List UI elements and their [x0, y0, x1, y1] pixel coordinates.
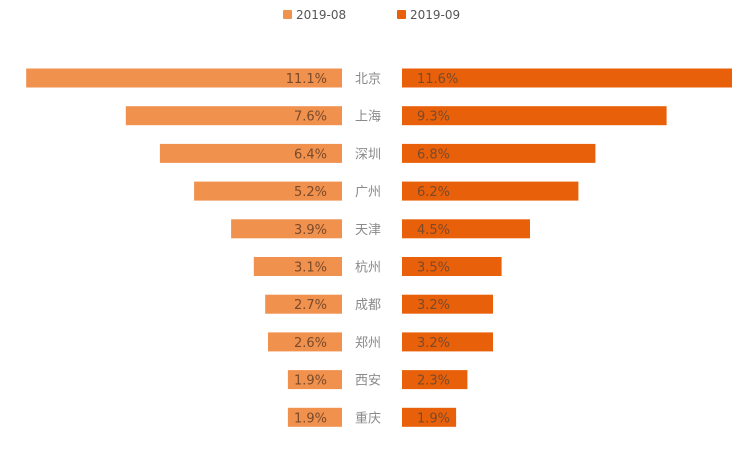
legend-item-series-2[interactable]: 2019-09 [397, 8, 460, 22]
bar-2019-08-6[interactable] [253, 257, 342, 276]
category-label-10: 重庆 [355, 410, 381, 426]
data-label-2019-08-7: 2.7% [294, 298, 327, 313]
chart-row-2: 7.6% 上海 9.3% [125, 106, 667, 126]
category-label-1: 北京 [355, 72, 381, 87]
bar-2019-08-4[interactable] [194, 181, 342, 201]
category-label-2: 上海 [355, 110, 381, 125]
data-label-2019-08-9: 1.9% [294, 374, 327, 389]
bar-2019-09-8[interactable] [402, 332, 493, 352]
data-label-2019-08-2: 7.6% [294, 110, 327, 125]
bar-2019-08-7[interactable] [265, 294, 342, 314]
category-label-5: 天津 [355, 223, 381, 238]
chart-row-3: 6.4% 深圳 6.8% [159, 143, 596, 163]
data-label-2019-08-10: 1.9% [294, 411, 327, 426]
legend-item-series-1[interactable]: 2019-08 [283, 8, 346, 22]
category-label-6: 杭州 [355, 261, 381, 276]
chart-row-9: 1.9% 西安 2.3% [287, 370, 468, 390]
category-label-7: 成都 [355, 298, 381, 313]
data-label-2019-09-2: 9.3% [417, 110, 450, 125]
bar-2019-09-3[interactable] [402, 143, 596, 163]
chart-row-5: 3.9% 天津 4.5% [231, 219, 530, 239]
data-label-2019-09-8: 3.2% [417, 336, 450, 351]
chart-row-4: 5.2% 广州 6.2% [194, 181, 579, 201]
bar-2019-09-1[interactable] [402, 68, 732, 88]
data-label-2019-09-9: 2.3% [417, 374, 450, 389]
category-label-4: 广州 [355, 185, 381, 200]
bar-2019-08-3[interactable] [159, 143, 342, 163]
chart-row-6: 3.1% 杭州 3.5% [253, 257, 502, 276]
legend-swatch-series-2 [397, 10, 406, 19]
data-label-2019-09-6: 3.5% [417, 261, 450, 276]
chart-row-7: 2.7% 成都 3.2% [265, 294, 493, 314]
data-label-2019-09-1: 11.6% [417, 72, 458, 87]
bar-2019-08-9[interactable] [287, 370, 342, 390]
bar-2019-09-6[interactable] [402, 257, 502, 276]
category-label-3: 深圳 [355, 147, 381, 162]
bar-2019-09-2[interactable] [402, 106, 667, 126]
bar-2019-08-10[interactable] [287, 407, 342, 427]
data-label-2019-08-1: 11.1% [286, 72, 327, 87]
plot-area: 11.1% 北京 11.6% 7.6% 上海 9.3% 6.4% 深圳 6.8% 5.2% 广州 6.… [26, 68, 732, 427]
bar-2019-08-1[interactable] [26, 68, 342, 88]
data-label-2019-09-10: 1.9% [417, 411, 450, 426]
data-label-2019-08-5: 3.9% [294, 223, 327, 238]
bar-2019-08-5[interactable] [231, 219, 342, 239]
data-label-2019-08-8: 2.6% [294, 336, 327, 351]
category-label-8: 郑州 [355, 336, 381, 351]
bar-2019-09-10[interactable] [402, 407, 457, 427]
data-label-2019-09-7: 3.2% [417, 298, 450, 313]
legend: 2019-08 2019-09 [283, 8, 460, 22]
category-label-9: 西安 [355, 374, 381, 389]
data-label-2019-09-5: 4.5% [417, 223, 450, 238]
bar-2019-09-7[interactable] [402, 294, 493, 314]
bar-2019-09-4[interactable] [402, 181, 579, 201]
legend-label-series-2: 2019-09 [410, 8, 460, 22]
data-label-2019-08-4: 5.2% [294, 185, 327, 200]
chart-row-1: 11.1% 北京 11.6% [26, 68, 732, 88]
data-label-2019-08-6: 3.1% [294, 261, 327, 276]
legend-label-series-1: 2019-08 [296, 8, 346, 22]
bar-2019-09-5[interactable] [402, 219, 530, 239]
data-label-2019-08-3: 6.4% [294, 147, 327, 162]
bar-2019-08-8[interactable] [268, 332, 342, 352]
chart-row-10: 1.9% 重庆 1.9% [287, 407, 457, 427]
data-label-2019-09-3: 6.8% [417, 147, 450, 162]
bar-2019-08-2[interactable] [125, 106, 342, 126]
legend-swatch-series-1 [283, 10, 292, 19]
data-label-2019-09-4: 6.2% [417, 185, 450, 200]
bar-2019-09-9[interactable] [402, 370, 468, 390]
chart-row-8: 2.6% 郑州 3.2% [268, 332, 493, 352]
